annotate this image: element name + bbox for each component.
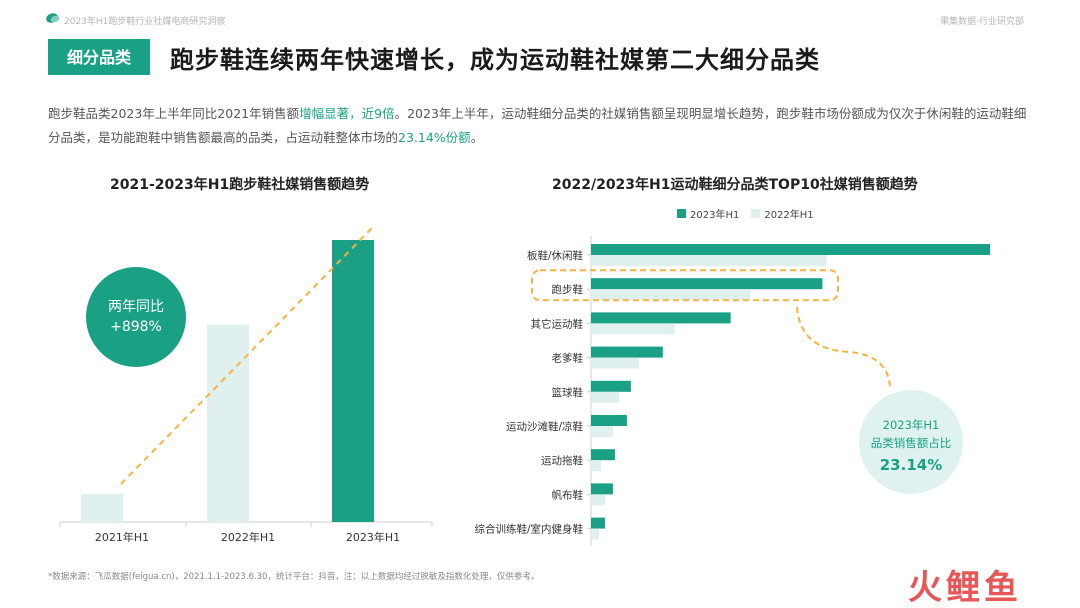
y-tick-label: 老爹鞋 xyxy=(552,352,584,365)
bar-2022-其它运动鞋 xyxy=(591,323,675,335)
trend-line xyxy=(120,227,373,485)
data-source-footnote: *数据来源：飞瓜数据(feigua.cn)，2021.1.1-2023.6.30… xyxy=(48,572,540,582)
leaf-logo-icon xyxy=(46,13,60,23)
desc-highlight-2: 23.14%份额 xyxy=(398,130,471,145)
legend-swatch-2022 xyxy=(751,209,761,218)
desc-part-3: 。 xyxy=(470,130,484,145)
y-tick-label: 篮球鞋 xyxy=(552,386,584,399)
growth-circle-line1: 两年同比 xyxy=(108,299,164,315)
page-headline: 跑步鞋连续两年快速增长，成为运动鞋社媒第二大细分品类 xyxy=(170,46,820,74)
bar-2022-篮球鞋 xyxy=(591,391,619,403)
growth-circle xyxy=(86,267,186,367)
bar-2023-板鞋/休闲鞋 xyxy=(591,244,990,255)
bar-2021年H1 xyxy=(81,493,123,522)
right-chart-title: 2022/2023年H1运动鞋细分品类TOP10社媒销售额趋势 xyxy=(552,177,918,193)
share-circle-value: 23.14% xyxy=(880,456,942,474)
bar-2022年H1 xyxy=(207,324,249,522)
tag-underline xyxy=(48,72,150,75)
watermark-logo: 火鲤鱼 xyxy=(908,568,1022,608)
bar-2023-其它运动鞋 xyxy=(591,312,731,324)
bar-2022-运动沙滩鞋/凉鞋 xyxy=(591,426,613,437)
left-chart-title: 2021-2023年H1跑步鞋社媒销售额趋势 xyxy=(110,177,370,193)
bar-2023-运动沙滩鞋/凉鞋 xyxy=(591,415,627,426)
highlight-box xyxy=(531,269,839,302)
desc-part-1: 跑步鞋品类2023年上半年同比2021年销售额 xyxy=(48,106,300,121)
bar-2023-篮球鞋 xyxy=(591,380,631,392)
bar-2023-老爹鞋 xyxy=(591,346,663,358)
legend-label-2023: 2023年H1 xyxy=(690,210,740,221)
bar-2022-板鞋/休闲鞋 xyxy=(591,255,827,266)
share-circle-line1: 2023年H1 xyxy=(883,418,940,432)
x-tick-label: 2021年H1 xyxy=(95,530,149,544)
bar-2022-跑步鞋 xyxy=(591,289,751,301)
section-tag: 细分品类 xyxy=(48,39,150,73)
bar-2023-运动拖鞋 xyxy=(591,449,615,461)
y-tick-label: 运动沙滩鞋/凉鞋 xyxy=(506,420,584,433)
y-tick-label: 运动拖鞋 xyxy=(541,454,583,467)
x-tick-label: 2022年H1 xyxy=(221,530,275,544)
legend-item-2022: 2022年H1 xyxy=(751,206,814,221)
bar-2022-老爹鞋 xyxy=(591,357,639,369)
share-circle-line2: 品类销售额占比 xyxy=(871,436,952,450)
legend-item-2023: 2023年H1 xyxy=(677,206,739,221)
bar-2022-综合训练鞋/室内健身鞋 xyxy=(591,528,599,540)
legend-label-2022: 2022年H1 xyxy=(764,210,814,221)
top-bar: 2023年H1跑步鞋行业社媒电商研究洞察 果集数据·行业研究部 xyxy=(0,0,1080,36)
bar-2022-运动拖鞋 xyxy=(591,460,601,472)
desc-part-2: 。2023年上半年，运动鞋细分品类的社媒销售额呈现明显增长趋势，跑步鞋市场份额成… xyxy=(48,106,1027,145)
brand-name: 果集数据·行业研究部 xyxy=(940,17,1024,27)
bar-2022-帆布鞋 xyxy=(591,494,605,506)
share-circle xyxy=(859,390,963,494)
legend-swatch-2023 xyxy=(677,209,686,218)
bar-2023-综合训练鞋/室内健身鞋 xyxy=(591,517,605,529)
x-tick-label: 2023年H1 xyxy=(346,530,400,544)
description-paragraph: 跑步鞋品类2023年上半年同比2021年销售额增幅显著，近9倍。2023年上半年… xyxy=(48,102,1038,150)
y-tick-label: 综合训练鞋/室内健身鞋 xyxy=(474,523,583,536)
bar-2023年H1 xyxy=(332,240,374,522)
y-tick-label: 帆布鞋 xyxy=(552,488,584,501)
right-chart-legend: 2023年H1 2022年H1 xyxy=(677,206,814,221)
desc-highlight-1: 增幅显著，近9倍 xyxy=(299,106,395,121)
highlight-connector xyxy=(796,306,891,391)
y-tick-label: 板鞋/休闲鞋 xyxy=(527,249,584,262)
y-tick-label: 跑步鞋 xyxy=(552,283,584,296)
bar-2023-帆布鞋 xyxy=(591,483,613,495)
growth-circle-line2: +898% xyxy=(110,319,162,335)
report-title: 2023年H1跑步鞋行业社媒电商研究洞察 xyxy=(64,17,226,27)
y-tick-label: 其它运动鞋 xyxy=(531,317,584,330)
bar-2023-跑步鞋 xyxy=(591,278,823,290)
